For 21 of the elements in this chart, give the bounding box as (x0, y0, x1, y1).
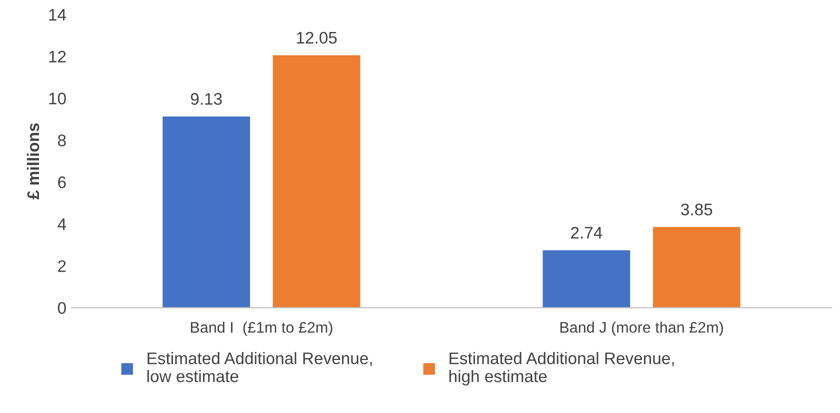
bar (272, 55, 360, 308)
y-tick-label: 0 (58, 302, 66, 314)
bar (542, 250, 630, 308)
x-tick-label: Band J (more than £2m) (560, 322, 723, 336)
y-axis-title: £ millions (26, 123, 40, 200)
bar (652, 227, 740, 308)
data-label: 3.85 (681, 204, 712, 216)
data-label: 9.13 (190, 93, 222, 105)
y-tick-label: 12 (49, 50, 66, 62)
bar (162, 116, 250, 308)
legend-label: Estimated Additional Revenue, low estimate (147, 352, 372, 382)
data-label: 12.05 (296, 32, 337, 44)
y-tick-label: 10 (49, 92, 66, 104)
y-tick-label: 2 (58, 260, 66, 272)
y-tick-label: 6 (58, 176, 66, 188)
legend-label: Estimated Additional Revenue, high estimate (449, 352, 674, 386)
data-label: 2.74 (571, 226, 602, 239)
y-tick-label: 8 (58, 134, 66, 146)
y-tick-label: 4 (58, 218, 66, 230)
y-tick-label: 14 (49, 9, 66, 20)
x-tick-label: Band I (£1m to £2m) (190, 322, 332, 336)
